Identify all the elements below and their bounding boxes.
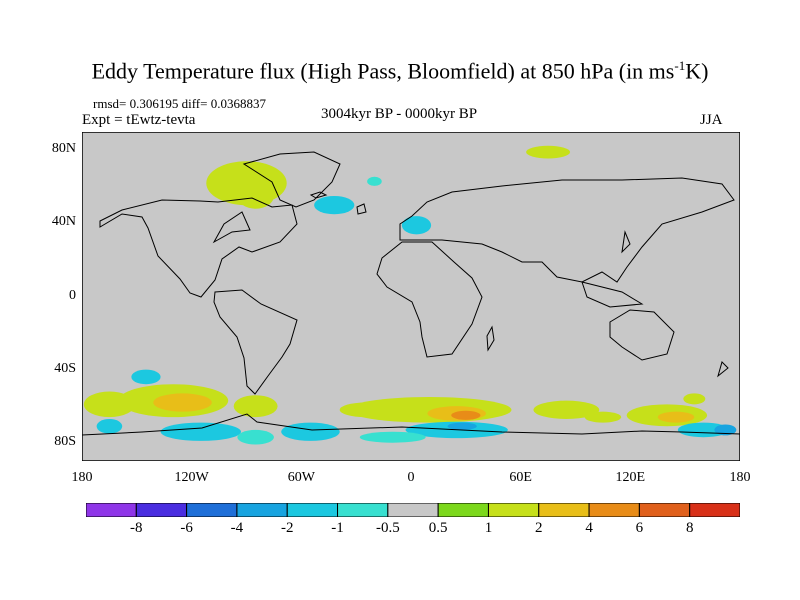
coast-australia xyxy=(609,309,675,361)
coast-south-america xyxy=(213,289,298,395)
anomaly-region xyxy=(683,393,706,405)
anomaly-region xyxy=(657,411,695,423)
colorbar-swatch xyxy=(437,503,489,517)
colorbar-swatch xyxy=(387,503,439,517)
x-tick-label: 120E xyxy=(615,470,646,485)
anomaly-region xyxy=(533,400,600,419)
coast-madagascar xyxy=(486,325,495,352)
chart-title: Eddy Temperature flux (High Pass, Bloomf… xyxy=(0,58,800,84)
anomaly-region xyxy=(96,418,123,434)
coast-indonesia xyxy=(581,281,644,308)
anomaly-region xyxy=(714,424,737,436)
anomaly-region xyxy=(153,393,212,412)
x-tick-label: 60W xyxy=(287,470,315,485)
colorbar xyxy=(86,503,740,517)
colorbar-swatch xyxy=(638,503,691,517)
colorbar-label: -6 xyxy=(180,520,193,536)
colorbar-swatch xyxy=(186,503,238,517)
period-label: 3004kyr BP - 0000kyr BP xyxy=(321,106,478,122)
anomaly-region xyxy=(401,216,432,235)
colorbar-swatch xyxy=(286,503,339,517)
anomaly-region xyxy=(160,422,242,441)
coast-eurasia xyxy=(399,177,735,283)
x-tick-label: 180 xyxy=(729,470,751,485)
anomaly-region xyxy=(526,145,571,159)
anomaly-region xyxy=(359,431,426,443)
coast-new-zealand xyxy=(717,361,729,378)
colorbar-swatch xyxy=(86,503,137,517)
colorbar-label: 8 xyxy=(685,520,694,536)
coast-africa xyxy=(376,241,483,358)
title-main: Eddy Temperature flux (High Pass, Bloomf… xyxy=(91,58,675,84)
anomaly-region xyxy=(131,369,161,385)
y-tick-label: 0 xyxy=(69,287,76,303)
map-plot xyxy=(82,132,740,461)
title-superscript: -1 xyxy=(674,58,686,73)
anomaly-region xyxy=(447,422,477,430)
y-tick-label: 40S xyxy=(54,360,76,376)
coast-japan xyxy=(621,230,631,254)
colorbar-label: -0.5 xyxy=(375,520,400,536)
anomaly-region xyxy=(451,410,481,420)
anomaly-region xyxy=(237,429,274,445)
anomaly-region xyxy=(347,397,512,423)
colorbar-label: -1 xyxy=(331,520,344,536)
anomaly-region xyxy=(281,422,340,441)
coastlines xyxy=(82,151,740,436)
coast-iceland xyxy=(309,191,328,199)
colorbar-swatch xyxy=(689,503,740,517)
colorbar-swatch xyxy=(538,503,590,517)
colorbar-label: 1 xyxy=(484,520,493,536)
colorbar-label: -8 xyxy=(130,520,143,536)
colorbar-label: -2 xyxy=(280,520,294,536)
colorbar-label: 4 xyxy=(585,520,593,536)
anomaly-region xyxy=(584,411,622,423)
coast-hudson-bay xyxy=(212,211,251,244)
title-end: K) xyxy=(685,58,709,84)
coast-antarctica xyxy=(82,413,740,436)
experiment-label: Expt = tEwtz-tevta xyxy=(82,112,196,128)
y-tick-label: 40N xyxy=(51,214,76,230)
x-tick-label: 180 xyxy=(71,470,93,485)
anomaly-region xyxy=(233,395,278,418)
anomaly-layer xyxy=(83,145,737,445)
y-tick-label: 80S xyxy=(54,433,76,449)
colorbar-label: -4 xyxy=(230,520,244,536)
colorbar-swatch xyxy=(487,503,540,517)
coast-british-isles xyxy=(356,203,367,215)
colorbar-label: 2 xyxy=(535,520,543,536)
x-tick-label: 60E xyxy=(509,470,532,485)
anomaly-region xyxy=(367,176,382,186)
colorbar-label: 6 xyxy=(635,520,644,536)
colorbar-label: 0.5 xyxy=(428,520,448,536)
colorbar-swatch xyxy=(135,503,188,517)
season-label: JJA xyxy=(700,112,723,128)
x-tick-label: 0 xyxy=(407,470,415,485)
stats-text: rmsd= 0.306195 diff= 0.0368837 xyxy=(93,96,266,111)
x-tick-label: 120W xyxy=(174,470,209,485)
colorbar-swatch xyxy=(588,503,640,517)
colorbar-swatch xyxy=(236,503,288,517)
y-tick-label: 80N xyxy=(51,141,76,157)
coast-greenland xyxy=(242,151,341,208)
anomaly-region xyxy=(314,195,355,215)
anomaly-region xyxy=(237,183,274,209)
coast-north-america xyxy=(99,197,298,298)
colorbar-swatch xyxy=(337,503,389,517)
